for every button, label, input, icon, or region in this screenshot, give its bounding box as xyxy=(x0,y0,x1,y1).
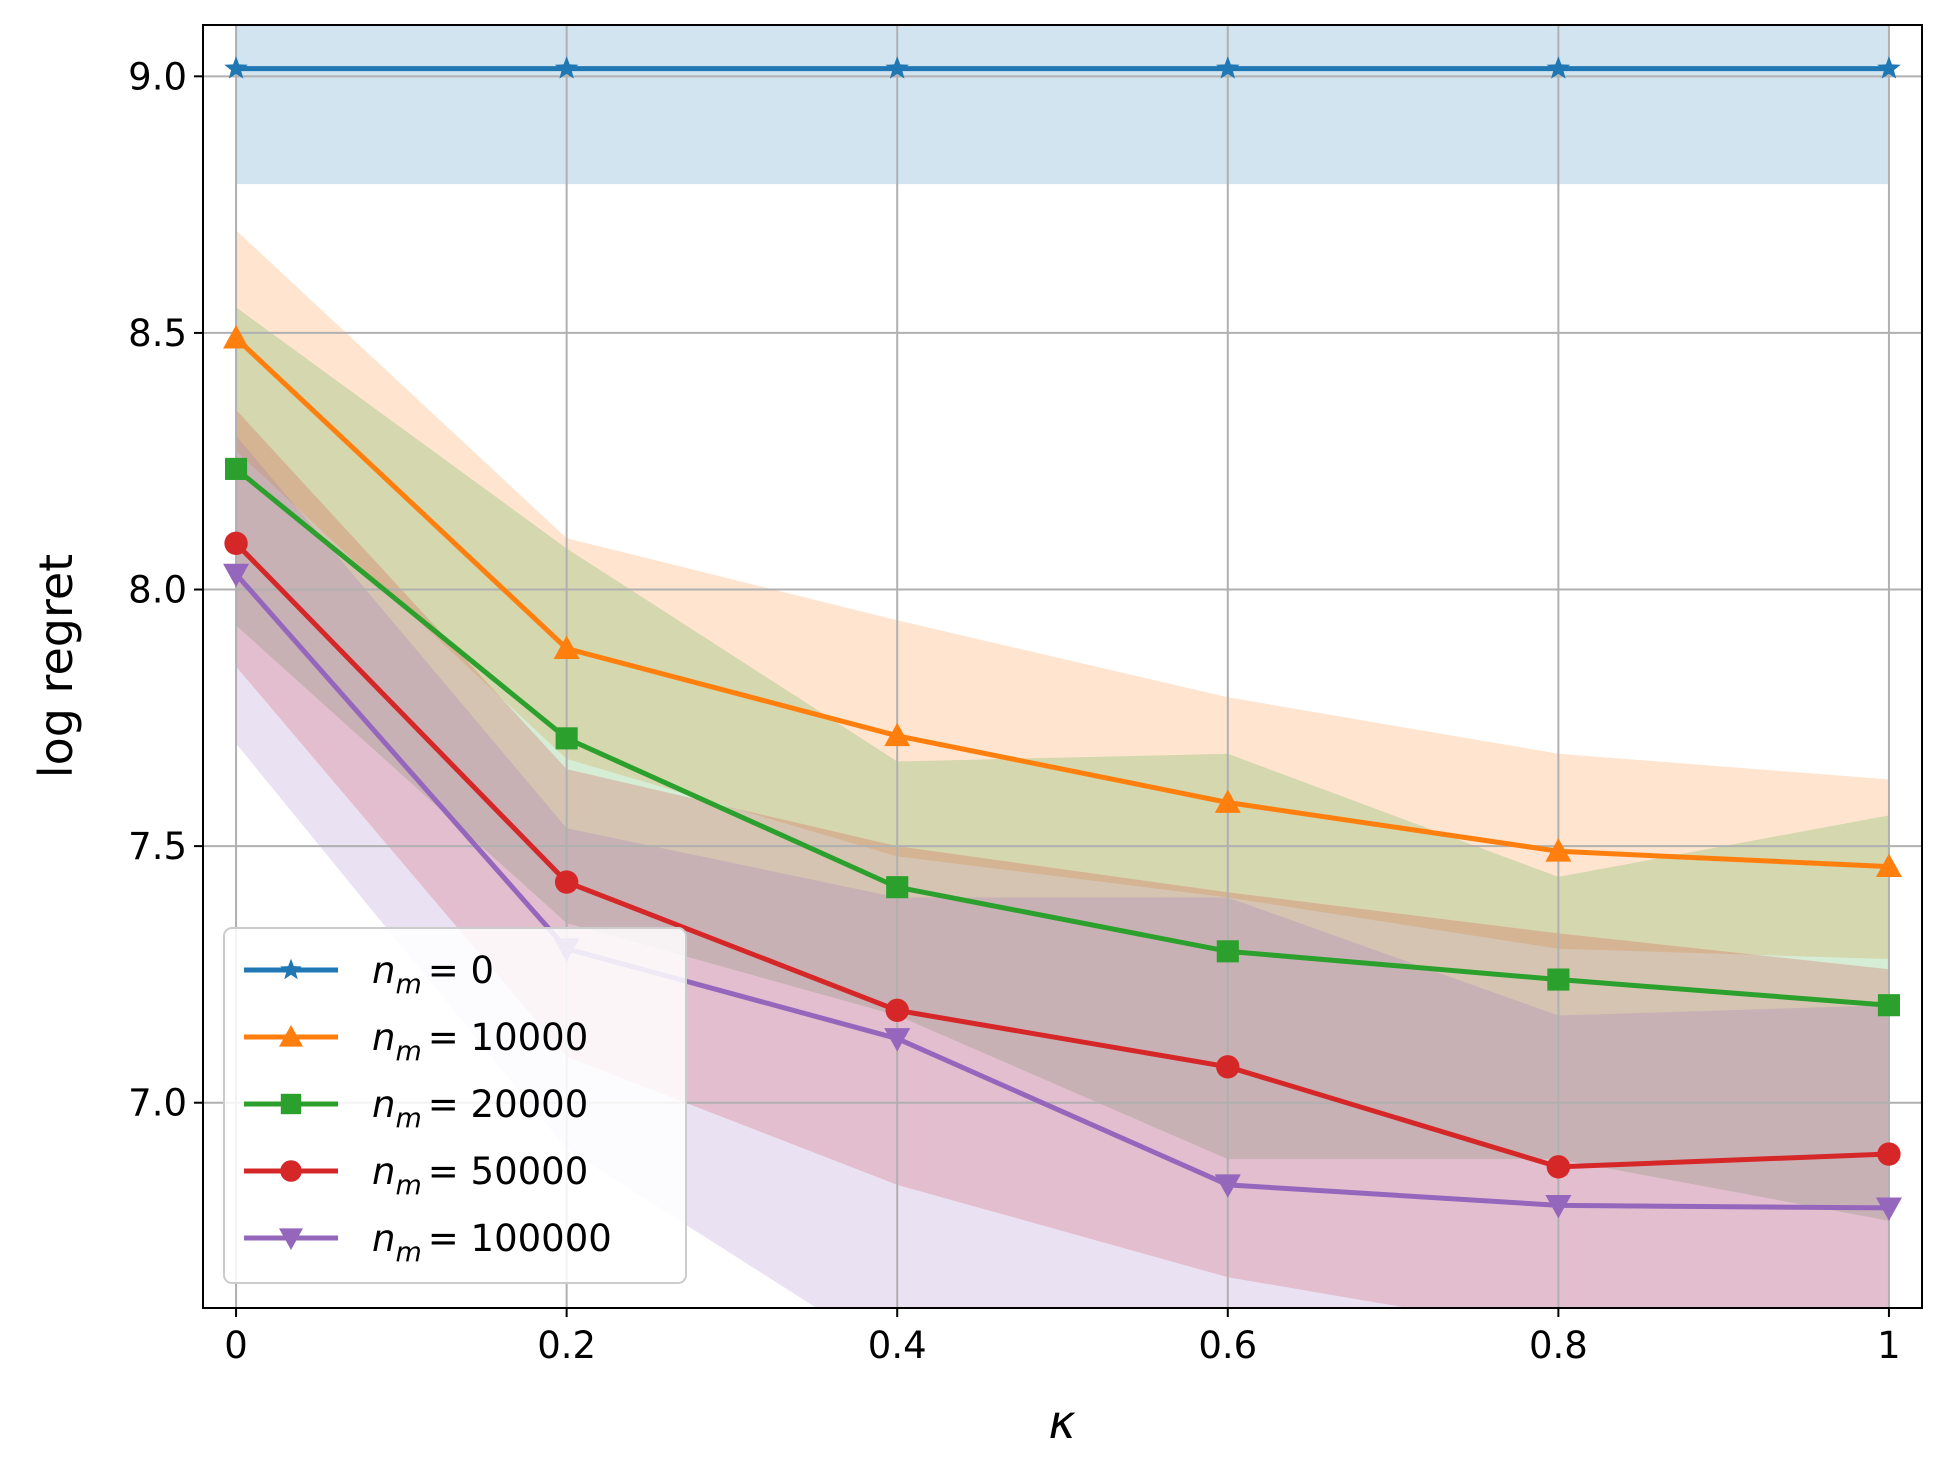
legend-subscript: m xyxy=(395,1237,421,1268)
data-point xyxy=(1216,1055,1240,1079)
data-point xyxy=(1216,940,1239,963)
legend-var: n xyxy=(372,949,395,992)
x-tick-label: 0.2 xyxy=(537,1324,596,1367)
data-point xyxy=(554,870,579,894)
series-4 xyxy=(223,563,1902,1221)
legend-marker xyxy=(279,1025,303,1047)
legend-value: = 50000 xyxy=(428,1150,588,1193)
y-axis-ticks: 7.0 7.5 8.0 8.5 9.0 xyxy=(128,55,203,1125)
data-point xyxy=(554,56,579,79)
band-series-0 xyxy=(236,25,1889,185)
data-point xyxy=(223,325,250,349)
legend-item-0: nm = 0 xyxy=(244,949,494,1000)
y-tick-label: 7.5 xyxy=(128,825,187,868)
y-axis-label: log regret xyxy=(29,554,83,778)
y-tick-label: 9.0 xyxy=(128,55,187,98)
x-tick-label: 0 xyxy=(224,1324,248,1367)
series-2 xyxy=(225,457,1900,1017)
y-tick-label: 8.0 xyxy=(128,569,187,612)
legend-subscript: m xyxy=(395,1170,421,1201)
legend-subscript: m xyxy=(395,969,421,1000)
x-axis-label: κ xyxy=(1048,1395,1075,1449)
legend-marker xyxy=(280,958,302,980)
legend-box xyxy=(223,927,687,1284)
data-point xyxy=(553,635,580,659)
legend-label: nm = 0 xyxy=(372,949,494,1000)
data-point xyxy=(1875,1197,1902,1221)
data-point xyxy=(884,1028,911,1052)
data-point xyxy=(223,563,250,588)
legend-label: nm = 10000 xyxy=(372,1016,588,1067)
series-0 xyxy=(224,56,1901,79)
y-tick-label: 8.5 xyxy=(128,312,187,355)
band-series-2 xyxy=(236,307,1889,1221)
data-point xyxy=(1877,1142,1901,1166)
data-point xyxy=(1877,994,1900,1017)
legend-var: n xyxy=(372,1150,395,1193)
legend-value: = 20000 xyxy=(428,1083,588,1126)
data-point xyxy=(886,876,909,899)
legend-value: = 100000 xyxy=(428,1217,612,1260)
series-lines xyxy=(223,56,1902,1221)
legend-var: n xyxy=(372,1083,395,1126)
x-tick-label: 0.6 xyxy=(1198,1324,1257,1367)
legend-marker xyxy=(280,1160,302,1182)
y-tick-label: 7.0 xyxy=(128,1082,187,1125)
legend-value: = 10000 xyxy=(428,1016,588,1059)
data-point xyxy=(885,998,909,1023)
data-point xyxy=(885,56,909,79)
series-1 xyxy=(223,325,1902,878)
legend-marker xyxy=(279,1228,303,1250)
data-point xyxy=(1546,1155,1571,1179)
data-point xyxy=(1216,56,1240,79)
data-point xyxy=(1547,968,1570,991)
data-point xyxy=(1545,1194,1572,1219)
data-point xyxy=(225,457,248,480)
x-tick-label: 0.8 xyxy=(1529,1324,1588,1367)
data-point xyxy=(555,727,578,750)
legend-label: nm = 20000 xyxy=(372,1083,588,1134)
data-point xyxy=(224,56,248,79)
data-point xyxy=(1875,853,1902,878)
legend-marker xyxy=(280,1093,302,1115)
legend-value: = 0 xyxy=(428,949,494,992)
plot-frame xyxy=(202,24,1923,1309)
legend-subscript: m xyxy=(395,1036,421,1067)
legend-item-2: nm = 20000 xyxy=(244,1083,588,1134)
data-point xyxy=(224,531,248,556)
x-axis-ticks: 0 0.2 0.4 0.6 0.8 1 xyxy=(224,1308,1901,1367)
legend-item-1: nm = 10000 xyxy=(244,1016,588,1067)
data-point xyxy=(1214,1174,1241,1198)
data-point xyxy=(1877,56,1901,79)
legend-var: n xyxy=(372,1217,395,1260)
legend-label: nm = 50000 xyxy=(372,1150,588,1201)
x-tick-label: 0.4 xyxy=(868,1324,927,1367)
series-3 xyxy=(224,531,1901,1179)
data-point xyxy=(1546,56,1571,79)
legend-item-3: nm = 50000 xyxy=(244,1150,588,1201)
series-line-2 xyxy=(234,466,1890,1008)
series-line-4 xyxy=(234,572,1889,1211)
data-point xyxy=(1545,838,1572,862)
legend-item-4: nm = 100000 xyxy=(244,1217,612,1268)
legend-subscript: m xyxy=(395,1103,421,1134)
series-line-3 xyxy=(234,541,1890,1170)
legend-label: nm = 100000 xyxy=(372,1217,612,1268)
legend-var: n xyxy=(372,1016,395,1059)
data-point xyxy=(884,722,911,747)
data-point xyxy=(1214,789,1241,813)
x-tick-label: 1 xyxy=(1877,1324,1901,1367)
series-line-1 xyxy=(234,336,1890,870)
